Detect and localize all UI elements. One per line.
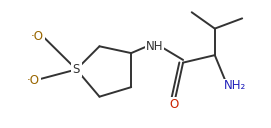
Text: ·O: ·O xyxy=(27,74,40,87)
Text: ·O: ·O xyxy=(31,30,44,43)
Text: S: S xyxy=(73,63,80,76)
Text: NH: NH xyxy=(146,40,163,54)
Text: O: O xyxy=(170,98,179,111)
Text: NH₂: NH₂ xyxy=(224,79,246,92)
